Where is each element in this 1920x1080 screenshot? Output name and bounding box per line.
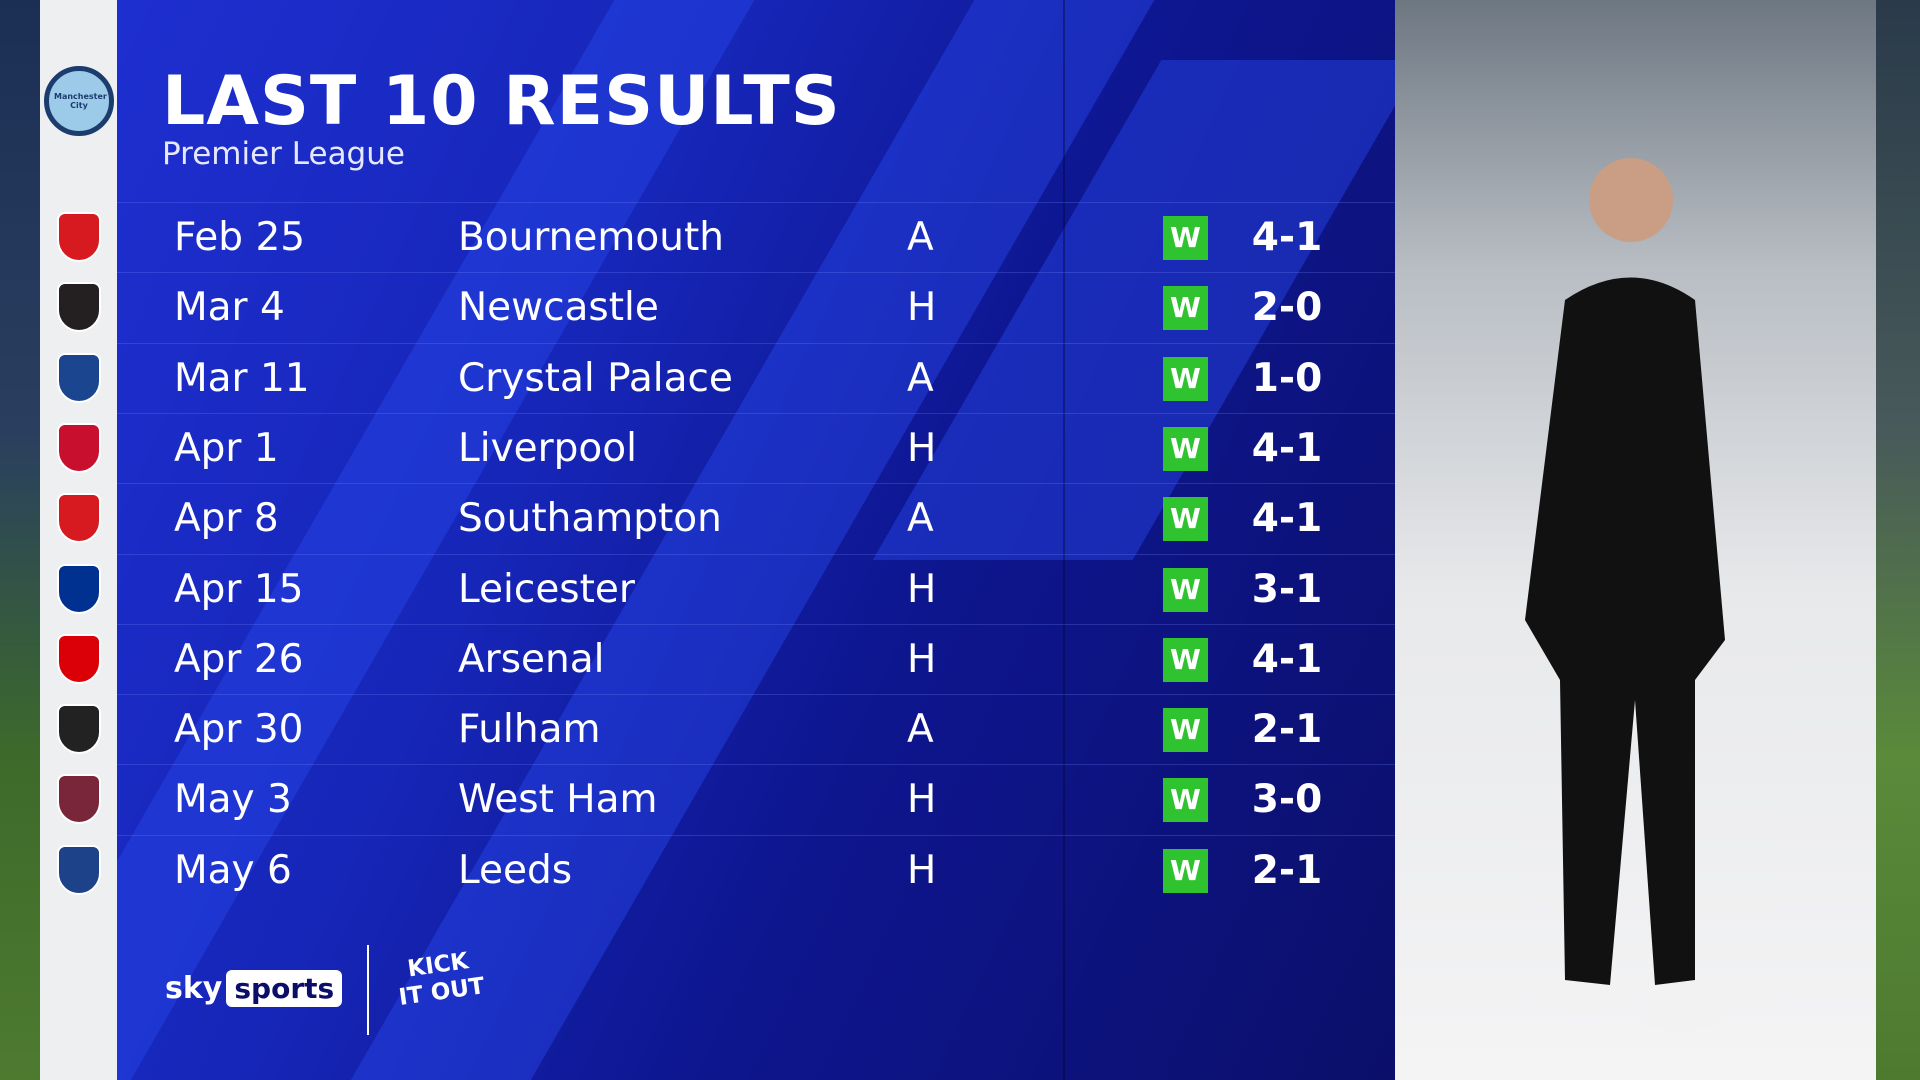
result-row: Apr 8 Southampton A W 4-1 xyxy=(117,483,1395,553)
opponent-name: West Ham xyxy=(458,777,658,823)
result-badge: W xyxy=(1163,356,1208,401)
kick-it-out-logo: KICK IT OUT xyxy=(397,948,487,1011)
score: 3-0 xyxy=(1251,777,1323,823)
result-row: Apr 30 Fulham A W 2-1 xyxy=(117,694,1395,764)
stadium-background-left xyxy=(0,0,40,1080)
result-row: Apr 26 Arsenal H W 4-1 xyxy=(117,623,1395,694)
match-date: Feb 25 xyxy=(174,215,306,260)
opponent-crest-icon xyxy=(57,212,101,262)
match-date: Apr 26 xyxy=(174,636,304,682)
venue: H xyxy=(907,847,937,893)
opponent-name: Southampton xyxy=(458,496,722,542)
venue: H xyxy=(907,285,937,331)
opponent-name: Leeds xyxy=(458,847,573,893)
opponent-crest-icon xyxy=(57,633,101,684)
opponent-name: Arsenal xyxy=(458,636,605,682)
opponent-crest-icon xyxy=(57,774,101,825)
page-title: LAST 10 RESULTS xyxy=(162,62,841,141)
manager-photo xyxy=(1395,0,1880,1080)
score: 1-0 xyxy=(1251,355,1323,401)
venue: A xyxy=(907,496,934,542)
competition-subtitle: Premier League xyxy=(162,136,405,172)
score: 2-1 xyxy=(1251,707,1323,753)
result-row: Apr 1 Liverpool H W 4-1 xyxy=(117,412,1395,483)
opponent-name: Crystal Palace xyxy=(458,355,733,401)
match-date: Apr 15 xyxy=(174,566,304,612)
venue: A xyxy=(907,215,934,260)
result-badge: W xyxy=(1163,708,1208,753)
venue: A xyxy=(907,707,934,753)
match-date: May 3 xyxy=(174,777,292,823)
score: 4-1 xyxy=(1251,636,1323,682)
opponent-crest-icon xyxy=(57,422,101,473)
result-badge: W xyxy=(1163,567,1208,612)
opponent-crest-icon xyxy=(57,704,101,755)
match-date: May 6 xyxy=(174,847,292,893)
score: 2-1 xyxy=(1251,847,1323,893)
sports-label: sports xyxy=(226,970,343,1007)
opponent-crest-icon xyxy=(57,563,101,614)
opponent-name: Leicester xyxy=(458,566,635,612)
score: 4-1 xyxy=(1251,215,1323,260)
opponent-name: Liverpool xyxy=(458,425,637,471)
result-badge: W xyxy=(1163,426,1208,471)
opponent-crest-icon xyxy=(57,352,101,403)
result-row: Feb 25 Bournemouth A W 4-1 xyxy=(117,202,1395,272)
opponent-crest-icon xyxy=(57,844,101,895)
match-date: Mar 11 xyxy=(174,355,310,401)
venue: A xyxy=(907,355,934,401)
score: 4-1 xyxy=(1251,425,1323,471)
opponent-name: Fulham xyxy=(458,707,601,753)
score: 3-1 xyxy=(1251,566,1323,612)
venue: H xyxy=(907,566,937,612)
opponent-name: Newcastle xyxy=(458,285,659,331)
result-row: May 3 West Ham H W 3-0 xyxy=(117,764,1395,834)
opponent-name: Bournemouth xyxy=(458,215,724,260)
team-name: Manchester City xyxy=(54,92,107,110)
opponent-crest-icon xyxy=(57,282,101,333)
sky-sports-logo: sky sports xyxy=(165,970,343,1007)
result-badge: W xyxy=(1163,497,1208,542)
result-badge: W xyxy=(1163,848,1208,893)
score: 2-0 xyxy=(1251,285,1323,331)
result-badge: W xyxy=(1163,286,1208,331)
result-row: Mar 11 Crystal Palace A W 1-0 xyxy=(117,342,1395,413)
match-date: Apr 8 xyxy=(174,496,279,542)
venue: H xyxy=(907,777,937,823)
sky-label: sky xyxy=(165,971,223,1006)
score: 4-1 xyxy=(1251,496,1323,542)
venue: H xyxy=(907,425,937,471)
match-date: Apr 30 xyxy=(174,707,304,753)
match-date: Mar 4 xyxy=(174,285,285,331)
stadium-background-right xyxy=(1876,0,1920,1080)
result-row: Apr 15 Leicester H W 3-1 xyxy=(117,553,1395,624)
venue: H xyxy=(907,636,937,682)
man-city-crest-icon: Manchester City xyxy=(44,66,114,136)
logo-divider xyxy=(367,945,369,1035)
result-badge: W xyxy=(1163,637,1208,682)
result-row: May 6 Leeds H W 2-1 xyxy=(117,834,1395,905)
result-row: Mar 4 Newcastle H W 2-0 xyxy=(117,272,1395,342)
result-badge: W xyxy=(1163,216,1208,260)
opponent-crest-icon xyxy=(57,493,101,544)
match-date: Apr 1 xyxy=(174,425,279,471)
result-badge: W xyxy=(1163,778,1208,823)
